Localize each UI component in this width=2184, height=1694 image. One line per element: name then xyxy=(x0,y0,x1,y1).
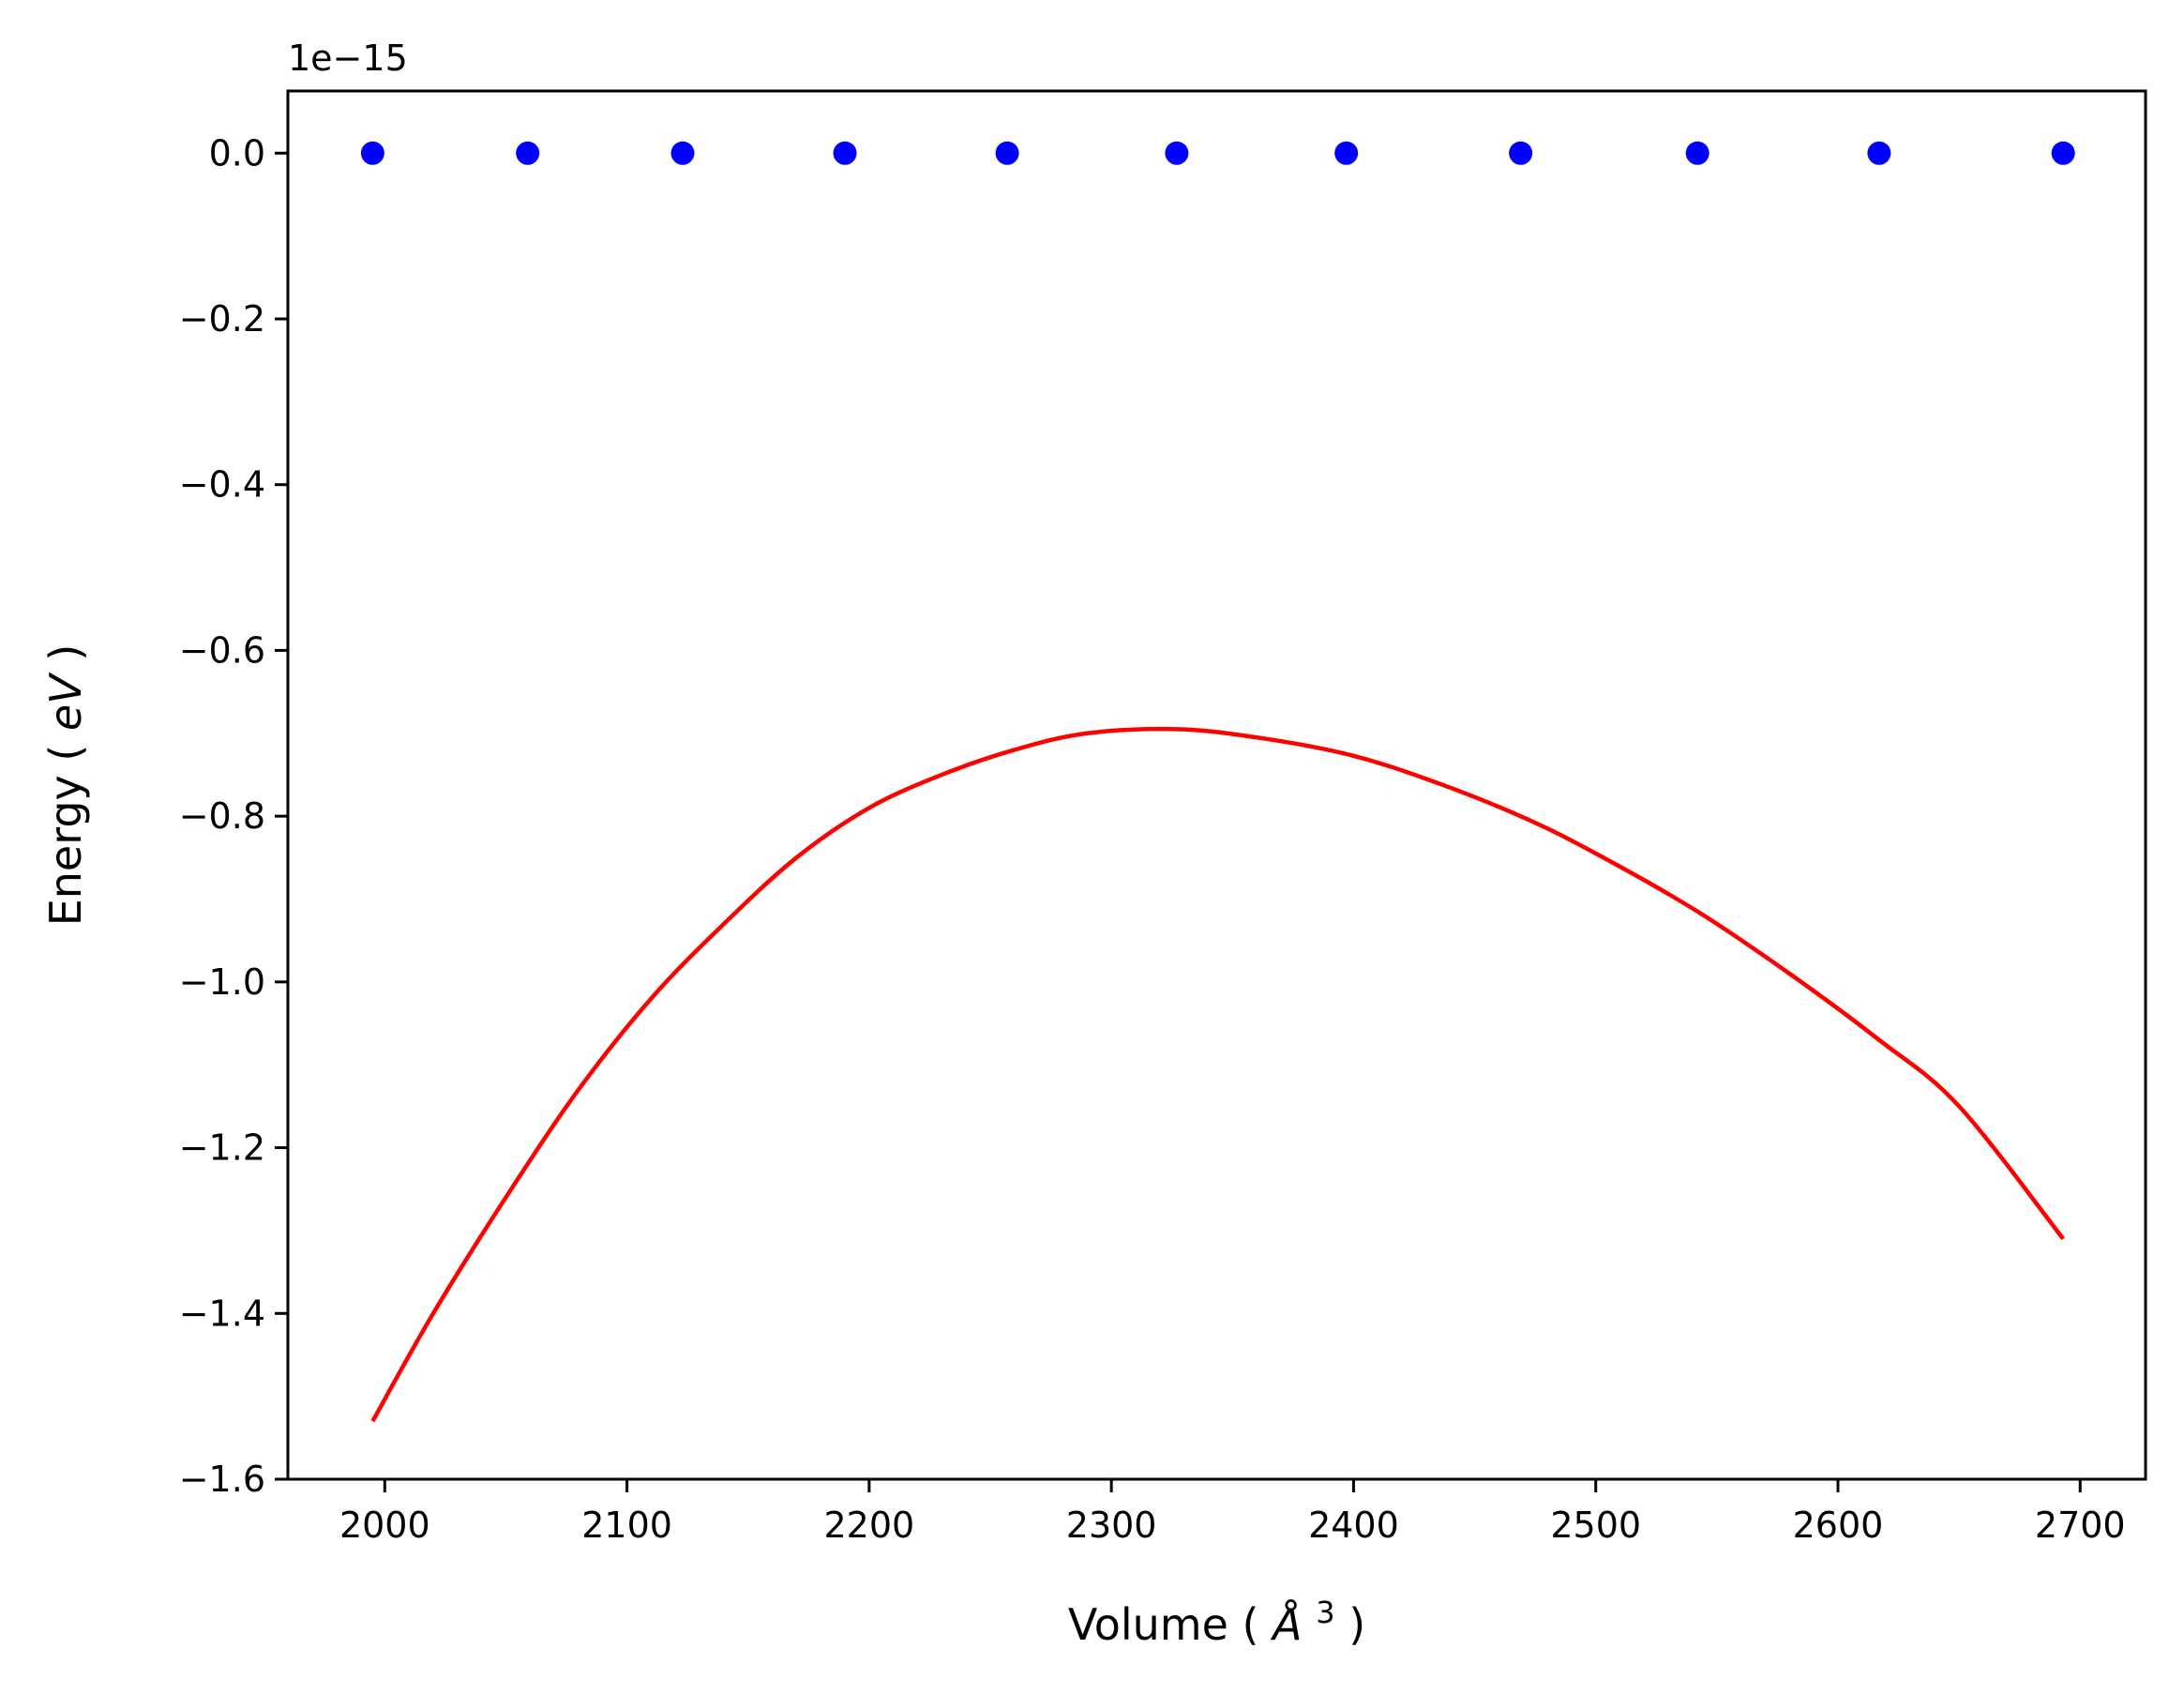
data-point xyxy=(1509,141,1533,165)
y-axis-label-unit: eV xyxy=(40,672,91,731)
data-point xyxy=(1867,141,1891,165)
y-tick-label: −0.8 xyxy=(179,795,265,837)
axes-frame xyxy=(286,89,2147,1481)
y-tick-label: −0.4 xyxy=(179,464,265,506)
x-axis-label-unit: Å xyxy=(1270,1599,1302,1650)
y-tick-label: −1.6 xyxy=(179,1459,265,1500)
x-axis-ticks: 2000 2100 2200 2300 2400 2500 2600 2700 xyxy=(339,1479,2126,1546)
data-point xyxy=(1685,141,1710,165)
y-axis-label-close: ) xyxy=(40,644,91,661)
x-axis-label-text: Volume xyxy=(1068,1599,1228,1650)
x-axis-label-exponent: 3 xyxy=(1316,1595,1334,1630)
x-tick-label: 2300 xyxy=(1066,1505,1157,1546)
y-axis-label-text: Energy xyxy=(40,775,91,926)
x-axis-label-close: ) xyxy=(1348,1599,1365,1650)
data-point xyxy=(516,141,540,165)
y-tick-label: −1.4 xyxy=(179,1293,265,1334)
y-tick-label: −1.2 xyxy=(179,1127,265,1169)
plot-area xyxy=(360,141,2075,1423)
x-tick-label: 2200 xyxy=(824,1505,915,1546)
y-offset-label: 1e−15 xyxy=(288,38,408,79)
x-tick-label: 2600 xyxy=(1793,1505,1884,1546)
x-tick-label: 2500 xyxy=(1550,1505,1641,1546)
data-point xyxy=(360,141,384,165)
data-point xyxy=(1165,141,1189,165)
y-axis-label-open: ( xyxy=(40,745,91,762)
y-tick-label: −0.2 xyxy=(179,298,265,340)
x-tick-label: 2100 xyxy=(581,1505,672,1546)
x-tick-label: 2700 xyxy=(2035,1505,2126,1546)
y-axis-label: Energy ( eV ) xyxy=(40,644,91,927)
y-tick-label: 0.0 xyxy=(209,132,265,174)
y-tick-label: −1.0 xyxy=(179,961,265,1003)
x-axis-label: Volume ( Å 3 ) xyxy=(1068,1582,1365,1650)
x-tick-label: 2000 xyxy=(339,1505,430,1546)
x-axis-label-open: ( xyxy=(1243,1599,1259,1650)
data-point xyxy=(2051,141,2075,165)
fit-curve-line xyxy=(370,726,2065,1423)
y-tick-label: −0.6 xyxy=(179,629,265,671)
y-axis-ticks: 0.0 −0.2 −0.4 −0.6 −0.8 −1.0 −1.2 −1.4 −1.6 xyxy=(179,132,288,1500)
data-point xyxy=(670,141,695,165)
data-point xyxy=(995,141,1019,165)
x-tick-label: 2400 xyxy=(1308,1505,1399,1546)
data-point xyxy=(833,141,857,165)
data-point xyxy=(1334,141,1359,165)
